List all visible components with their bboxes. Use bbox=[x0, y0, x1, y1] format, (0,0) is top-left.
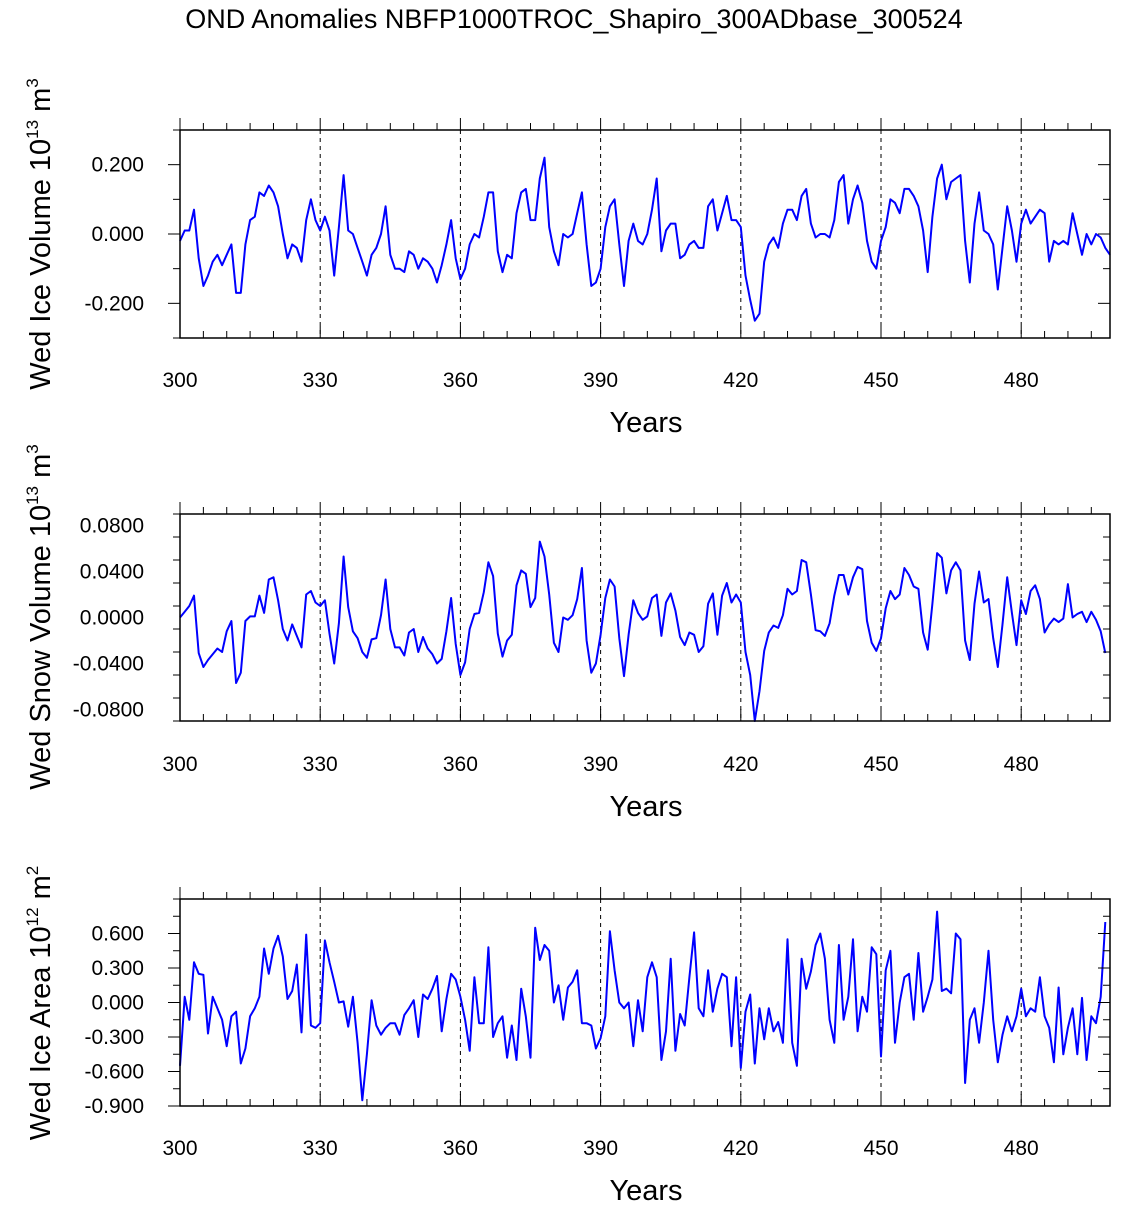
y-axis-title-unit-exponent: 3 bbox=[23, 444, 42, 453]
y-axis-title-unit: m bbox=[25, 88, 57, 120]
y-axis-title: Wed Ice Area 1012 m2 bbox=[23, 866, 57, 1140]
y-tick-label: 0.300 bbox=[91, 957, 144, 980]
y-axis-title-unit: m bbox=[25, 875, 57, 907]
plot-frame bbox=[179, 513, 1111, 722]
y-tick-label: 0.0400 bbox=[80, 561, 144, 584]
y-tick-label: -0.900 bbox=[84, 1095, 144, 1118]
chart-panel-1: 300 330 360 390 420 450 480 0.200 0.000 -0.200 Yea… bbox=[23, 78, 1111, 439]
data-series-line bbox=[179, 910, 1107, 1102]
panels: 300 330 360 390 420 450 480 0.200 0.000 -0.200 Yea… bbox=[23, 78, 1111, 1207]
x-tick-label: 390 bbox=[583, 753, 618, 776]
x-axis-title: Years bbox=[609, 407, 682, 439]
y-axis-title: Wed Snow Volume 1013 m3 bbox=[23, 444, 57, 789]
y-tick-label: 0.000 bbox=[91, 992, 144, 1015]
x-axis-title: Years bbox=[609, 1175, 682, 1207]
x-tick-label: 480 bbox=[1004, 753, 1039, 776]
y-tick-label: -0.0800 bbox=[73, 699, 144, 722]
x-tick-label: 480 bbox=[1004, 369, 1039, 392]
x-tick-label: 450 bbox=[863, 1137, 898, 1160]
y-tick-label: 0.200 bbox=[91, 154, 144, 177]
y-tick-label: 0.0000 bbox=[80, 607, 144, 630]
y-axis-title-text: Wed Ice Area 10 bbox=[25, 926, 57, 1140]
y-tick-label: 0.600 bbox=[91, 923, 144, 946]
x-tick-label: 300 bbox=[162, 753, 197, 776]
y-tick-label: -0.0400 bbox=[73, 653, 144, 676]
chart-panel-2: 300 330 360 390 420 450 480 0.0800 0.0400 0.0000 -… bbox=[23, 444, 1111, 823]
figure-title: OND Anomalies NBFP1000TROC_Shapiro_300AD… bbox=[185, 4, 962, 34]
x-tick-label: 330 bbox=[303, 369, 338, 392]
x-tick-label: 390 bbox=[583, 369, 618, 392]
x-tick-label: 300 bbox=[162, 1137, 197, 1160]
y-tick-label: -0.600 bbox=[84, 1061, 144, 1084]
chart-panel-3: 300 330 360 390 420 450 480 0.600 0.300 0.000 -0.3… bbox=[23, 866, 1111, 1207]
y-axis-title: Wed Ice Volume 1013 m3 bbox=[23, 78, 57, 390]
x-tick-label: 360 bbox=[443, 369, 478, 392]
y-tick-label: -0.200 bbox=[84, 292, 144, 315]
y-axis-title-unit: m bbox=[25, 454, 57, 486]
x-tick-label: 420 bbox=[723, 753, 758, 776]
x-tick-label: 420 bbox=[723, 1137, 758, 1160]
y-axis-title-unit-exponent: 3 bbox=[23, 78, 42, 87]
y-axis-title-text: Wed Ice Volume 10 bbox=[25, 139, 57, 390]
y-tick-label: 0.000 bbox=[91, 223, 144, 246]
x-tick-label: 300 bbox=[162, 369, 197, 392]
x-tick-label: 330 bbox=[303, 753, 338, 776]
y-tick-label: -0.300 bbox=[84, 1026, 144, 1049]
y-tick-label: 0.0800 bbox=[80, 515, 144, 538]
x-axis-title: Years bbox=[609, 791, 682, 823]
x-tick-label: 360 bbox=[443, 753, 478, 776]
x-tick-label: 420 bbox=[723, 369, 758, 392]
x-tick-label: 330 bbox=[303, 1137, 338, 1160]
x-tick-label: 360 bbox=[443, 1137, 478, 1160]
y-axis-title-unit-exponent: 2 bbox=[23, 866, 42, 875]
plot-frame bbox=[179, 129, 1111, 339]
y-axis-title-text: Wed Snow Volume 10 bbox=[25, 505, 57, 790]
data-series-line bbox=[179, 540, 1107, 722]
x-tick-label: 450 bbox=[863, 369, 898, 392]
y-axis-title-exponent: 13 bbox=[23, 486, 42, 505]
y-axis-title-exponent: 13 bbox=[23, 120, 42, 139]
y-axis-title-exponent: 12 bbox=[23, 907, 42, 926]
x-tick-label: 450 bbox=[863, 753, 898, 776]
data-series-line bbox=[179, 156, 1111, 322]
x-tick-label: 480 bbox=[1004, 1137, 1039, 1160]
x-tick-label: 390 bbox=[583, 1137, 618, 1160]
